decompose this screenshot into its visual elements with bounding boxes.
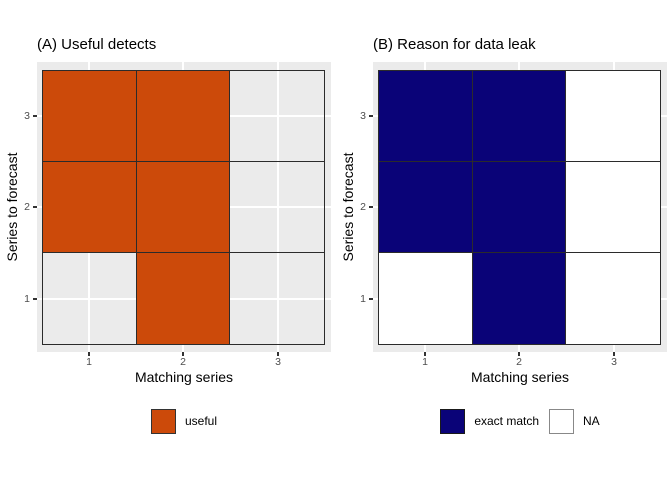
tile-x2-y3 xyxy=(136,71,231,162)
plot-b-title: (B) Reason for data leak xyxy=(373,36,536,53)
plot-b-tile-grid xyxy=(378,70,661,345)
x-tick-label-2: 2 xyxy=(516,356,522,368)
tile-x2-y2 xyxy=(136,162,231,253)
legend-label-exact-match: exact match xyxy=(474,414,540,428)
plot-a-x-axis-title: Matching series xyxy=(134,369,234,385)
plot-b-x-axis-title: Matching series xyxy=(470,369,570,385)
tile-x1-y3 xyxy=(43,71,137,162)
legend-swatch-na xyxy=(549,408,575,434)
y-tick-mark-1 xyxy=(33,298,37,300)
legend-item-exact-match: exact match xyxy=(440,408,540,434)
tile-x2-y1 xyxy=(136,253,231,344)
x-tick-mark-2 xyxy=(518,352,520,356)
plot-a-title: (A) Useful detects xyxy=(37,36,157,53)
tile-x2-y2 xyxy=(472,162,567,253)
x-tick-mark-3 xyxy=(277,352,279,356)
tile-x1-y2 xyxy=(379,162,473,253)
tile-x1-y3 xyxy=(379,71,473,162)
plot-a-panel xyxy=(37,62,331,352)
x-tick-label-1: 1 xyxy=(86,356,92,368)
x-tick-mark-1 xyxy=(88,352,90,356)
plot-b: (B) Reason for data leak Series to forec… xyxy=(336,0,672,480)
legend-label-na: NA xyxy=(583,414,600,428)
plot-b-panel xyxy=(373,62,667,352)
tile-x3-y1 xyxy=(230,253,324,344)
y-tick-label-3: 3 xyxy=(360,110,366,122)
x-tick-label-3: 3 xyxy=(275,356,281,368)
tile-x3-y3 xyxy=(230,71,324,162)
y-tick-label-1: 1 xyxy=(24,293,30,305)
y-tick-mark-2 xyxy=(33,206,37,208)
plot-a-tile-grid xyxy=(42,70,325,345)
tile-x3-y2 xyxy=(230,162,324,253)
legend-item-useful: useful xyxy=(150,408,218,434)
y-tick-label-2: 2 xyxy=(360,201,366,213)
tile-x2-y1 xyxy=(472,253,567,344)
y-tick-label-1: 1 xyxy=(360,293,366,305)
y-tick-label-3: 3 xyxy=(24,110,30,122)
tile-x3-y3 xyxy=(566,71,660,162)
x-tick-mark-3 xyxy=(613,352,615,356)
x-tick-mark-1 xyxy=(424,352,426,356)
y-tick-mark-3 xyxy=(33,115,37,117)
legend-item-na: NA xyxy=(549,408,600,434)
x-tick-label-3: 3 xyxy=(611,356,617,368)
y-tick-mark-3 xyxy=(369,115,373,117)
tile-x1-y2 xyxy=(43,162,137,253)
plot-a: (A) Useful detects Series to forecast xyxy=(4,36,331,436)
plot-a-legend: useful xyxy=(37,406,331,436)
tile-x3-y2 xyxy=(566,162,660,253)
legend-swatch-exact-match xyxy=(440,408,466,434)
x-tick-mark-2 xyxy=(182,352,184,356)
tile-x2-y3 xyxy=(472,71,567,162)
legend-label-useful: useful xyxy=(184,414,218,428)
y-tick-mark-2 xyxy=(369,206,373,208)
legend-swatch-useful xyxy=(150,408,176,434)
x-tick-label-2: 2 xyxy=(180,356,186,368)
y-tick-mark-1 xyxy=(369,298,373,300)
tile-x1-y1 xyxy=(379,253,473,344)
y-tick-label-2: 2 xyxy=(24,201,30,213)
x-tick-label-1: 1 xyxy=(422,356,428,368)
tile-x1-y1 xyxy=(43,253,137,344)
tile-x3-y1 xyxy=(566,253,660,344)
plot-b-legend: exact match NA xyxy=(373,406,667,436)
